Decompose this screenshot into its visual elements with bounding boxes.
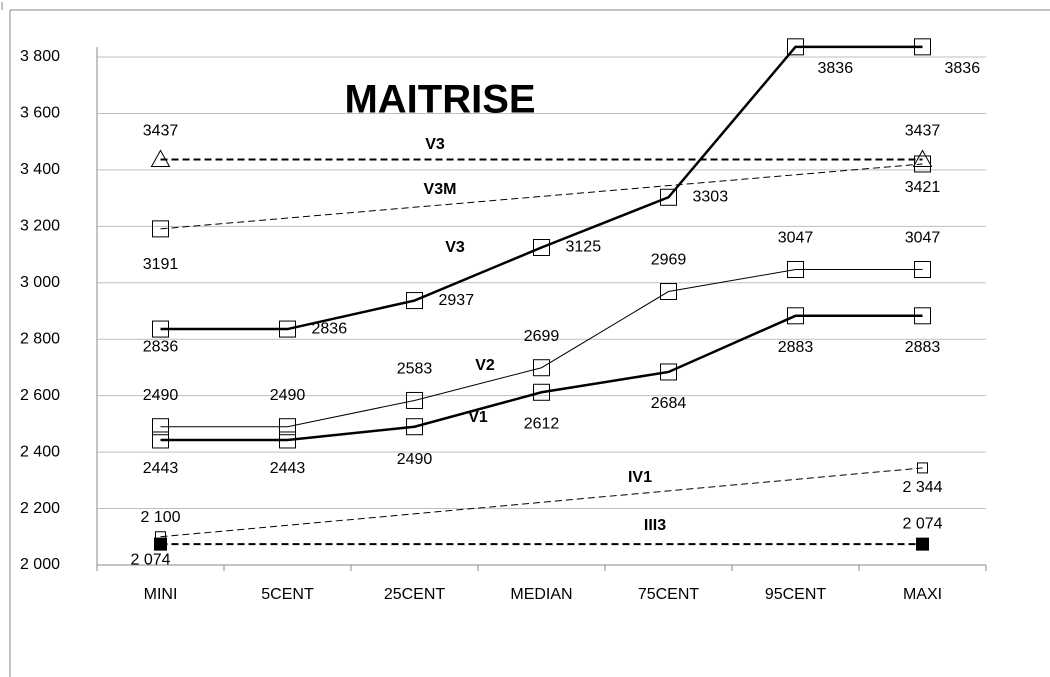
data-label: 3836	[945, 60, 981, 77]
series-line	[160, 314, 923, 442]
series-name: V1	[468, 409, 488, 426]
series-line	[160, 163, 923, 230]
data-label: 3421	[905, 179, 941, 196]
marker	[787, 261, 804, 279]
data-label: 3125	[566, 239, 602, 256]
marker	[533, 239, 550, 256]
marker	[660, 363, 677, 381]
x-tick-label: 25CENT	[384, 586, 446, 603]
marker	[787, 307, 804, 325]
series-name: V3M	[424, 181, 457, 198]
marker	[914, 155, 931, 173]
series-line	[160, 467, 923, 538]
data-label: 2699	[524, 328, 560, 345]
y-tick-label: 2 400	[20, 443, 60, 460]
marker	[660, 188, 677, 206]
marker	[533, 359, 550, 377]
marker	[406, 391, 423, 409]
series-name: V3	[445, 239, 465, 256]
marker	[917, 462, 928, 474]
data-label: 2583	[397, 361, 433, 378]
y-tick-label: 2 600	[20, 387, 60, 404]
y-tick-label: 3 400	[20, 161, 60, 178]
data-label: 2937	[439, 292, 475, 309]
series-line	[160, 45, 923, 331]
series-name: V3	[425, 136, 445, 153]
y-tick-label: 3 200	[20, 218, 60, 235]
y-tick-label: 3 800	[20, 48, 60, 65]
y-tick-label: 3 000	[20, 274, 60, 291]
marker	[533, 383, 550, 401]
marker	[787, 38, 804, 56]
series-name: IV1	[628, 469, 652, 486]
marker	[154, 537, 167, 551]
marker	[150, 149, 171, 167]
data-label: 2443	[143, 460, 179, 477]
data-label: 2 100	[140, 509, 180, 526]
x-tick-label: MINI	[144, 586, 178, 603]
marker	[914, 261, 931, 279]
series-name: III3	[644, 517, 666, 534]
marker	[660, 283, 677, 301]
data-label: 2836	[143, 338, 179, 355]
data-label: 2490	[397, 451, 433, 468]
marker	[152, 418, 169, 436]
data-label: 2443	[270, 460, 306, 477]
marker	[916, 537, 929, 551]
data-label: 3437	[143, 123, 179, 140]
y-tick-label: 2 800	[20, 330, 60, 347]
data-label: 2 344	[902, 479, 942, 496]
data-label: 3836	[818, 60, 854, 77]
data-label: 2490	[270, 387, 306, 404]
x-tick-label: 95CENT	[765, 586, 827, 603]
data-label: 2684	[651, 395, 687, 412]
data-label: 2883	[905, 339, 941, 356]
x-tick-label: 75CENT	[638, 586, 700, 603]
marker	[914, 38, 931, 56]
marker	[279, 320, 296, 338]
marker	[406, 292, 423, 310]
series-line	[160, 269, 923, 428]
data-label: 3191	[143, 256, 179, 273]
data-label: 2836	[312, 320, 348, 337]
marker	[152, 220, 169, 238]
x-tick-label: MAXI	[903, 586, 942, 603]
data-label: 2 074	[130, 551, 170, 568]
marker	[914, 307, 931, 325]
marker	[279, 418, 296, 436]
marker	[279, 431, 296, 449]
chart-title: MAITRISE	[344, 78, 535, 122]
data-label: 3047	[905, 230, 941, 247]
marker	[406, 418, 423, 436]
marker	[152, 431, 169, 449]
data-label: 2969	[651, 252, 687, 269]
data-label: 3437	[905, 123, 941, 140]
y-tick-label: 2 200	[20, 500, 60, 517]
series-name: V2	[475, 357, 495, 374]
data-label: 2883	[778, 339, 814, 356]
data-label: 2612	[524, 415, 560, 432]
y-tick-label: 2 000	[20, 556, 60, 573]
x-tick-label: MEDIAN	[510, 586, 572, 603]
data-label: 2490	[143, 387, 179, 404]
marker	[912, 149, 933, 167]
marker	[152, 320, 169, 338]
data-label: 3047	[778, 230, 814, 247]
y-tick-label: 3 600	[20, 105, 60, 122]
x-tick-label: 5CENT	[261, 586, 314, 603]
data-label: 2 074	[902, 515, 942, 532]
data-label: 3303	[693, 188, 729, 205]
